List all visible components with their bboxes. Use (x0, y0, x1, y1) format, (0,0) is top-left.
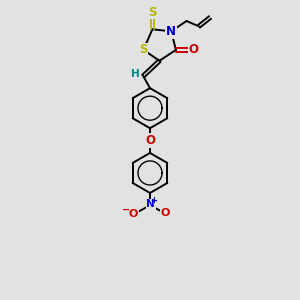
Text: N: N (146, 199, 155, 209)
Text: O: O (189, 44, 199, 56)
Text: N: N (166, 25, 176, 38)
Text: H: H (131, 69, 140, 79)
Text: O: O (145, 134, 155, 147)
Text: O: O (128, 208, 138, 219)
Text: −: − (122, 205, 130, 215)
Text: +: + (151, 196, 158, 205)
Text: S: S (148, 6, 157, 19)
Text: S: S (139, 44, 147, 56)
Text: O: O (161, 208, 170, 218)
